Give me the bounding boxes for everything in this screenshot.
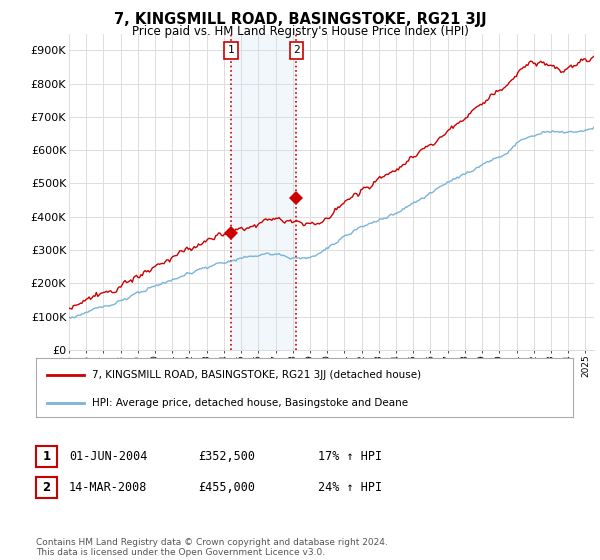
Text: 01-JUN-2004: 01-JUN-2004 — [69, 450, 148, 463]
Text: 17% ↑ HPI: 17% ↑ HPI — [318, 450, 382, 463]
Text: 7, KINGSMILL ROAD, BASINGSTOKE, RG21 3JJ (detached house): 7, KINGSMILL ROAD, BASINGSTOKE, RG21 3JJ… — [92, 370, 422, 380]
Bar — [231, 34, 296, 350]
Text: £455,000: £455,000 — [198, 480, 255, 494]
Text: 1: 1 — [228, 45, 235, 55]
Text: 7, KINGSMILL ROAD, BASINGSTOKE, RG21 3JJ: 7, KINGSMILL ROAD, BASINGSTOKE, RG21 3JJ — [113, 12, 487, 27]
Text: 2: 2 — [293, 45, 300, 55]
Text: £352,500: £352,500 — [198, 450, 255, 463]
Text: Contains HM Land Registry data © Crown copyright and database right 2024.
This d: Contains HM Land Registry data © Crown c… — [36, 538, 388, 557]
Text: 1: 1 — [43, 450, 50, 463]
Text: HPI: Average price, detached house, Basingstoke and Deane: HPI: Average price, detached house, Basi… — [92, 398, 409, 408]
Text: Price paid vs. HM Land Registry's House Price Index (HPI): Price paid vs. HM Land Registry's House … — [131, 25, 469, 38]
Text: 14-MAR-2008: 14-MAR-2008 — [69, 480, 148, 494]
Text: 24% ↑ HPI: 24% ↑ HPI — [318, 480, 382, 494]
Text: 2: 2 — [43, 480, 50, 494]
